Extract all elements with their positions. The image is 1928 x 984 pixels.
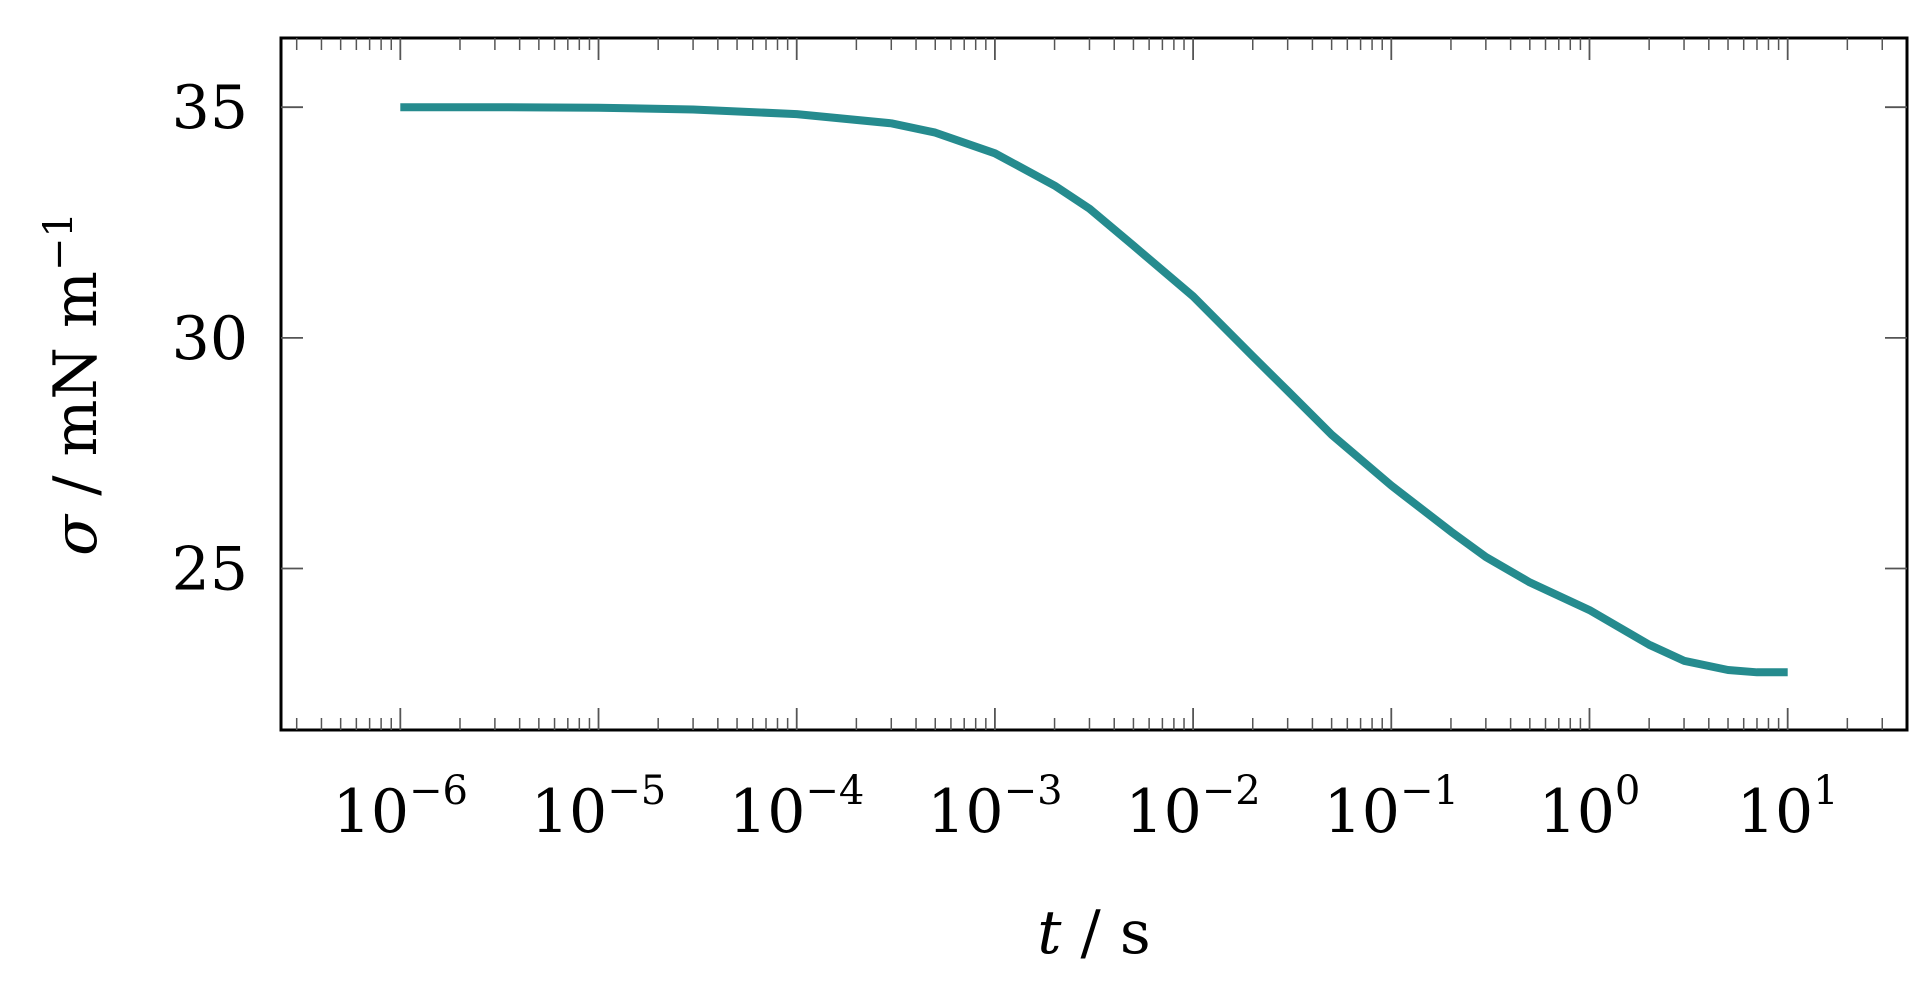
x-tick-label: 10−1 (1324, 768, 1459, 847)
x-tick-label: 100 (1539, 768, 1641, 847)
y-axis-unit-exponent: −1 (36, 212, 82, 271)
x-tick-label: 10−5 (531, 768, 666, 847)
plot-frame (279, 36, 1909, 732)
x-axis-label: t / s (1037, 898, 1150, 968)
series-line (400, 103, 1788, 677)
minor-ticks (295, 38, 1883, 730)
x-tick-label: 10−4 (729, 768, 864, 847)
y-tick-label: 25 (172, 535, 248, 605)
x-axis-separator: / (1061, 898, 1119, 968)
y-tick-label: 35 (172, 73, 248, 143)
x-tick-label: 10−2 (1125, 768, 1260, 847)
x-tick-label: 101 (1737, 768, 1839, 847)
y-axis-symbol: σ (41, 513, 111, 556)
x-axis-symbol: t (1037, 898, 1062, 968)
x-axis-unit: s (1120, 898, 1151, 968)
x-tick-label: 10−3 (927, 768, 1062, 847)
major-ticks (281, 38, 1907, 730)
y-tick-labels: 25 30 35 (172, 73, 248, 604)
y-axis-unit: mN m (41, 271, 111, 456)
y-tick-label: 30 (172, 304, 248, 374)
y-axis-separator: / (41, 457, 111, 515)
y-axis-label: σ / mN m−1 (36, 212, 111, 556)
x-tick-labels: 10−6 10−5 10−4 10−3 10−2 10−1 100 101 (333, 768, 1839, 847)
x-tick-label: 10−6 (333, 768, 468, 847)
